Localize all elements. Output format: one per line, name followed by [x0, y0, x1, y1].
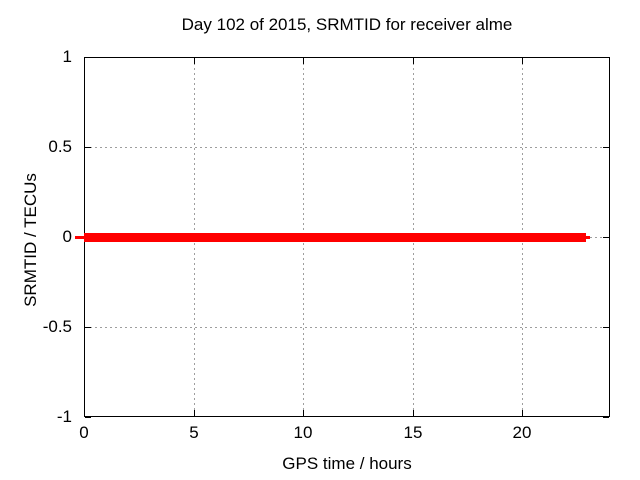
x-tick-mark-top — [413, 58, 414, 64]
x-tick-label: 0 — [79, 423, 89, 442]
y-tick-label: -0.5 — [42, 317, 72, 336]
y-grid-line — [85, 147, 609, 148]
y-tick-label: 0 — [62, 227, 72, 246]
y-tick-label: 0.5 — [48, 137, 72, 156]
y-tick-mark-right — [603, 147, 609, 148]
y-grid-line — [85, 327, 609, 328]
x-tick-mark-bottom — [413, 410, 414, 416]
y-tick-mark-right — [603, 237, 609, 238]
x-tick-mark-top — [84, 58, 85, 64]
x-tick-label: 5 — [189, 423, 199, 442]
y-tick-mark-right — [603, 327, 609, 328]
x-tick-mark-bottom — [522, 410, 523, 416]
y-tick-mark-right — [603, 57, 609, 58]
chart-title: Day 102 of 2015, SRMTID for receiver alm… — [181, 15, 513, 34]
x-tick-label: 20 — [512, 423, 532, 442]
x-tick-mark-top — [303, 58, 304, 64]
x-tick-mark-bottom — [303, 410, 304, 416]
x-tick-mark-bottom — [84, 410, 85, 416]
x-tick-mark-top — [522, 58, 523, 64]
x-tick-label: 10 — [293, 423, 313, 442]
series-line — [84, 233, 586, 242]
y-tick-label: 1 — [62, 47, 72, 66]
y-tick-mark-left — [85, 147, 91, 148]
y-tick-label: -1 — [56, 407, 72, 426]
x-tick-mark-top — [194, 58, 195, 64]
x-axis-label: GPS time / hours — [282, 454, 412, 473]
x-tick-mark-bottom — [194, 410, 195, 416]
y-tick-mark-left — [85, 57, 91, 58]
y-tick-mark-right — [603, 417, 609, 418]
x-tick-label: 15 — [403, 423, 423, 442]
y-tick-mark-left — [85, 327, 91, 328]
y-tick-mark-left — [85, 417, 91, 418]
